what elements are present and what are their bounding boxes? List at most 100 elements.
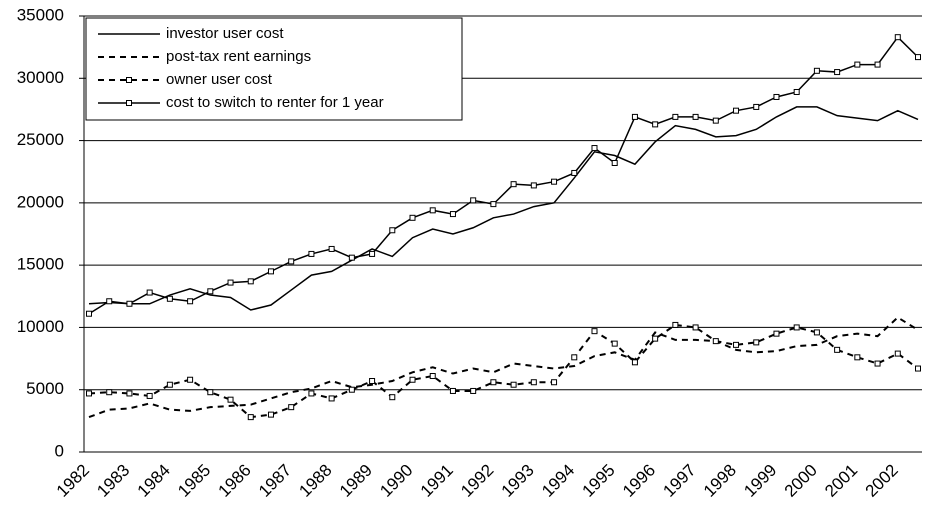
- legend-marker: [126, 100, 132, 106]
- point-marker: [672, 113, 679, 120]
- x-tick-label: 1988: [295, 461, 335, 501]
- y-tick-label: 25000: [17, 130, 64, 149]
- point-marker: [712, 117, 719, 124]
- point-marker: [773, 93, 780, 100]
- point-marker: [551, 379, 558, 386]
- series-line: [88, 106, 919, 311]
- point-marker: [328, 245, 335, 252]
- series-line: [88, 323, 919, 419]
- point-marker: [86, 390, 92, 397]
- x-tick-label: 1999: [740, 461, 780, 501]
- x-tick-label: 1986: [215, 461, 255, 501]
- point-marker: [247, 278, 254, 285]
- point-marker: [611, 340, 618, 347]
- point-marker: [652, 335, 659, 342]
- x-tick-label: 1990: [376, 461, 416, 501]
- point-marker: [793, 88, 800, 95]
- x-tick-label: 1983: [93, 461, 133, 501]
- point-marker: [369, 250, 376, 257]
- point-marker: [106, 298, 113, 305]
- x-tick-label: 1992: [457, 461, 497, 501]
- legend-label: investor user cost: [166, 25, 284, 42]
- y-tick-label: 35000: [17, 5, 64, 24]
- point-marker: [834, 69, 841, 76]
- point-marker: [187, 376, 194, 383]
- point-marker: [672, 321, 679, 328]
- x-tick-label: 1989: [336, 461, 376, 501]
- y-tick-label: 30000: [17, 68, 64, 87]
- point-marker: [490, 379, 497, 386]
- point-marker: [510, 181, 517, 188]
- point-marker: [348, 254, 355, 261]
- x-tick-label: 1994: [538, 461, 578, 501]
- point-marker: [207, 389, 214, 396]
- point-marker: [308, 250, 315, 257]
- point-marker: [449, 387, 456, 394]
- point-marker: [267, 268, 274, 275]
- point-marker: [611, 159, 618, 166]
- legend: investor user cost post-tax rent earnings…: [85, 17, 463, 121]
- legend-label: post-tax rent earnings: [166, 48, 311, 65]
- point-marker: [894, 34, 901, 41]
- point-marker: [126, 390, 133, 397]
- x-tick-label: 1996: [619, 461, 659, 501]
- point-marker: [692, 113, 699, 120]
- point-marker: [146, 392, 153, 399]
- point-marker: [389, 227, 396, 234]
- point-marker: [793, 324, 800, 331]
- point-marker: [389, 394, 396, 401]
- point-marker: [813, 329, 820, 336]
- point-marker: [834, 346, 841, 353]
- point-marker: [207, 288, 214, 295]
- point-marker: [530, 182, 537, 189]
- x-tick-label: 1982: [53, 461, 93, 501]
- x-tick-label: 1997: [659, 461, 699, 501]
- x-tick-label: 2002: [862, 461, 902, 501]
- point-marker: [267, 411, 274, 418]
- point-marker: [894, 350, 901, 357]
- legend-label: owner user cost: [166, 71, 273, 88]
- point-marker: [227, 279, 234, 286]
- point-marker: [166, 295, 173, 302]
- point-marker: [348, 386, 355, 393]
- point-marker: [126, 300, 133, 307]
- point-marker: [409, 214, 416, 221]
- point-marker: [591, 145, 598, 152]
- x-tick-label: 1987: [255, 461, 295, 501]
- point-marker: [854, 354, 861, 361]
- point-marker: [915, 365, 921, 372]
- x-tick-label: 1985: [174, 461, 214, 501]
- y-tick-label: 20000: [17, 192, 64, 211]
- point-marker: [328, 395, 335, 402]
- point-marker: [712, 338, 719, 345]
- point-marker: [571, 169, 578, 176]
- point-marker: [733, 107, 740, 114]
- x-tick-label: 1998: [700, 461, 740, 501]
- y-tick-label: 10000: [17, 317, 64, 336]
- point-marker: [874, 61, 881, 68]
- point-marker: [247, 414, 254, 421]
- point-marker: [409, 376, 416, 383]
- point-marker: [288, 404, 295, 411]
- point-marker: [692, 324, 699, 331]
- x-tick-label: 2000: [781, 461, 821, 501]
- y-tick-label: 0: [55, 441, 64, 460]
- point-marker: [854, 61, 861, 68]
- point-marker: [753, 103, 760, 110]
- x-tick-label: 2001: [821, 461, 861, 501]
- legend-marker: [126, 77, 132, 83]
- point-marker: [915, 54, 921, 61]
- point-marker: [510, 381, 517, 388]
- point-marker: [490, 201, 497, 208]
- point-marker: [429, 207, 436, 214]
- x-tick-label: 1991: [417, 461, 457, 501]
- point-marker: [571, 354, 578, 361]
- x-tick-label: 1995: [579, 461, 619, 501]
- point-marker: [530, 379, 537, 386]
- point-marker: [227, 396, 234, 403]
- series-line: [88, 316, 919, 419]
- y-tick-label: 5000: [26, 379, 64, 398]
- point-marker: [753, 339, 760, 346]
- legend-label: cost to switch to renter for 1 year: [166, 94, 384, 111]
